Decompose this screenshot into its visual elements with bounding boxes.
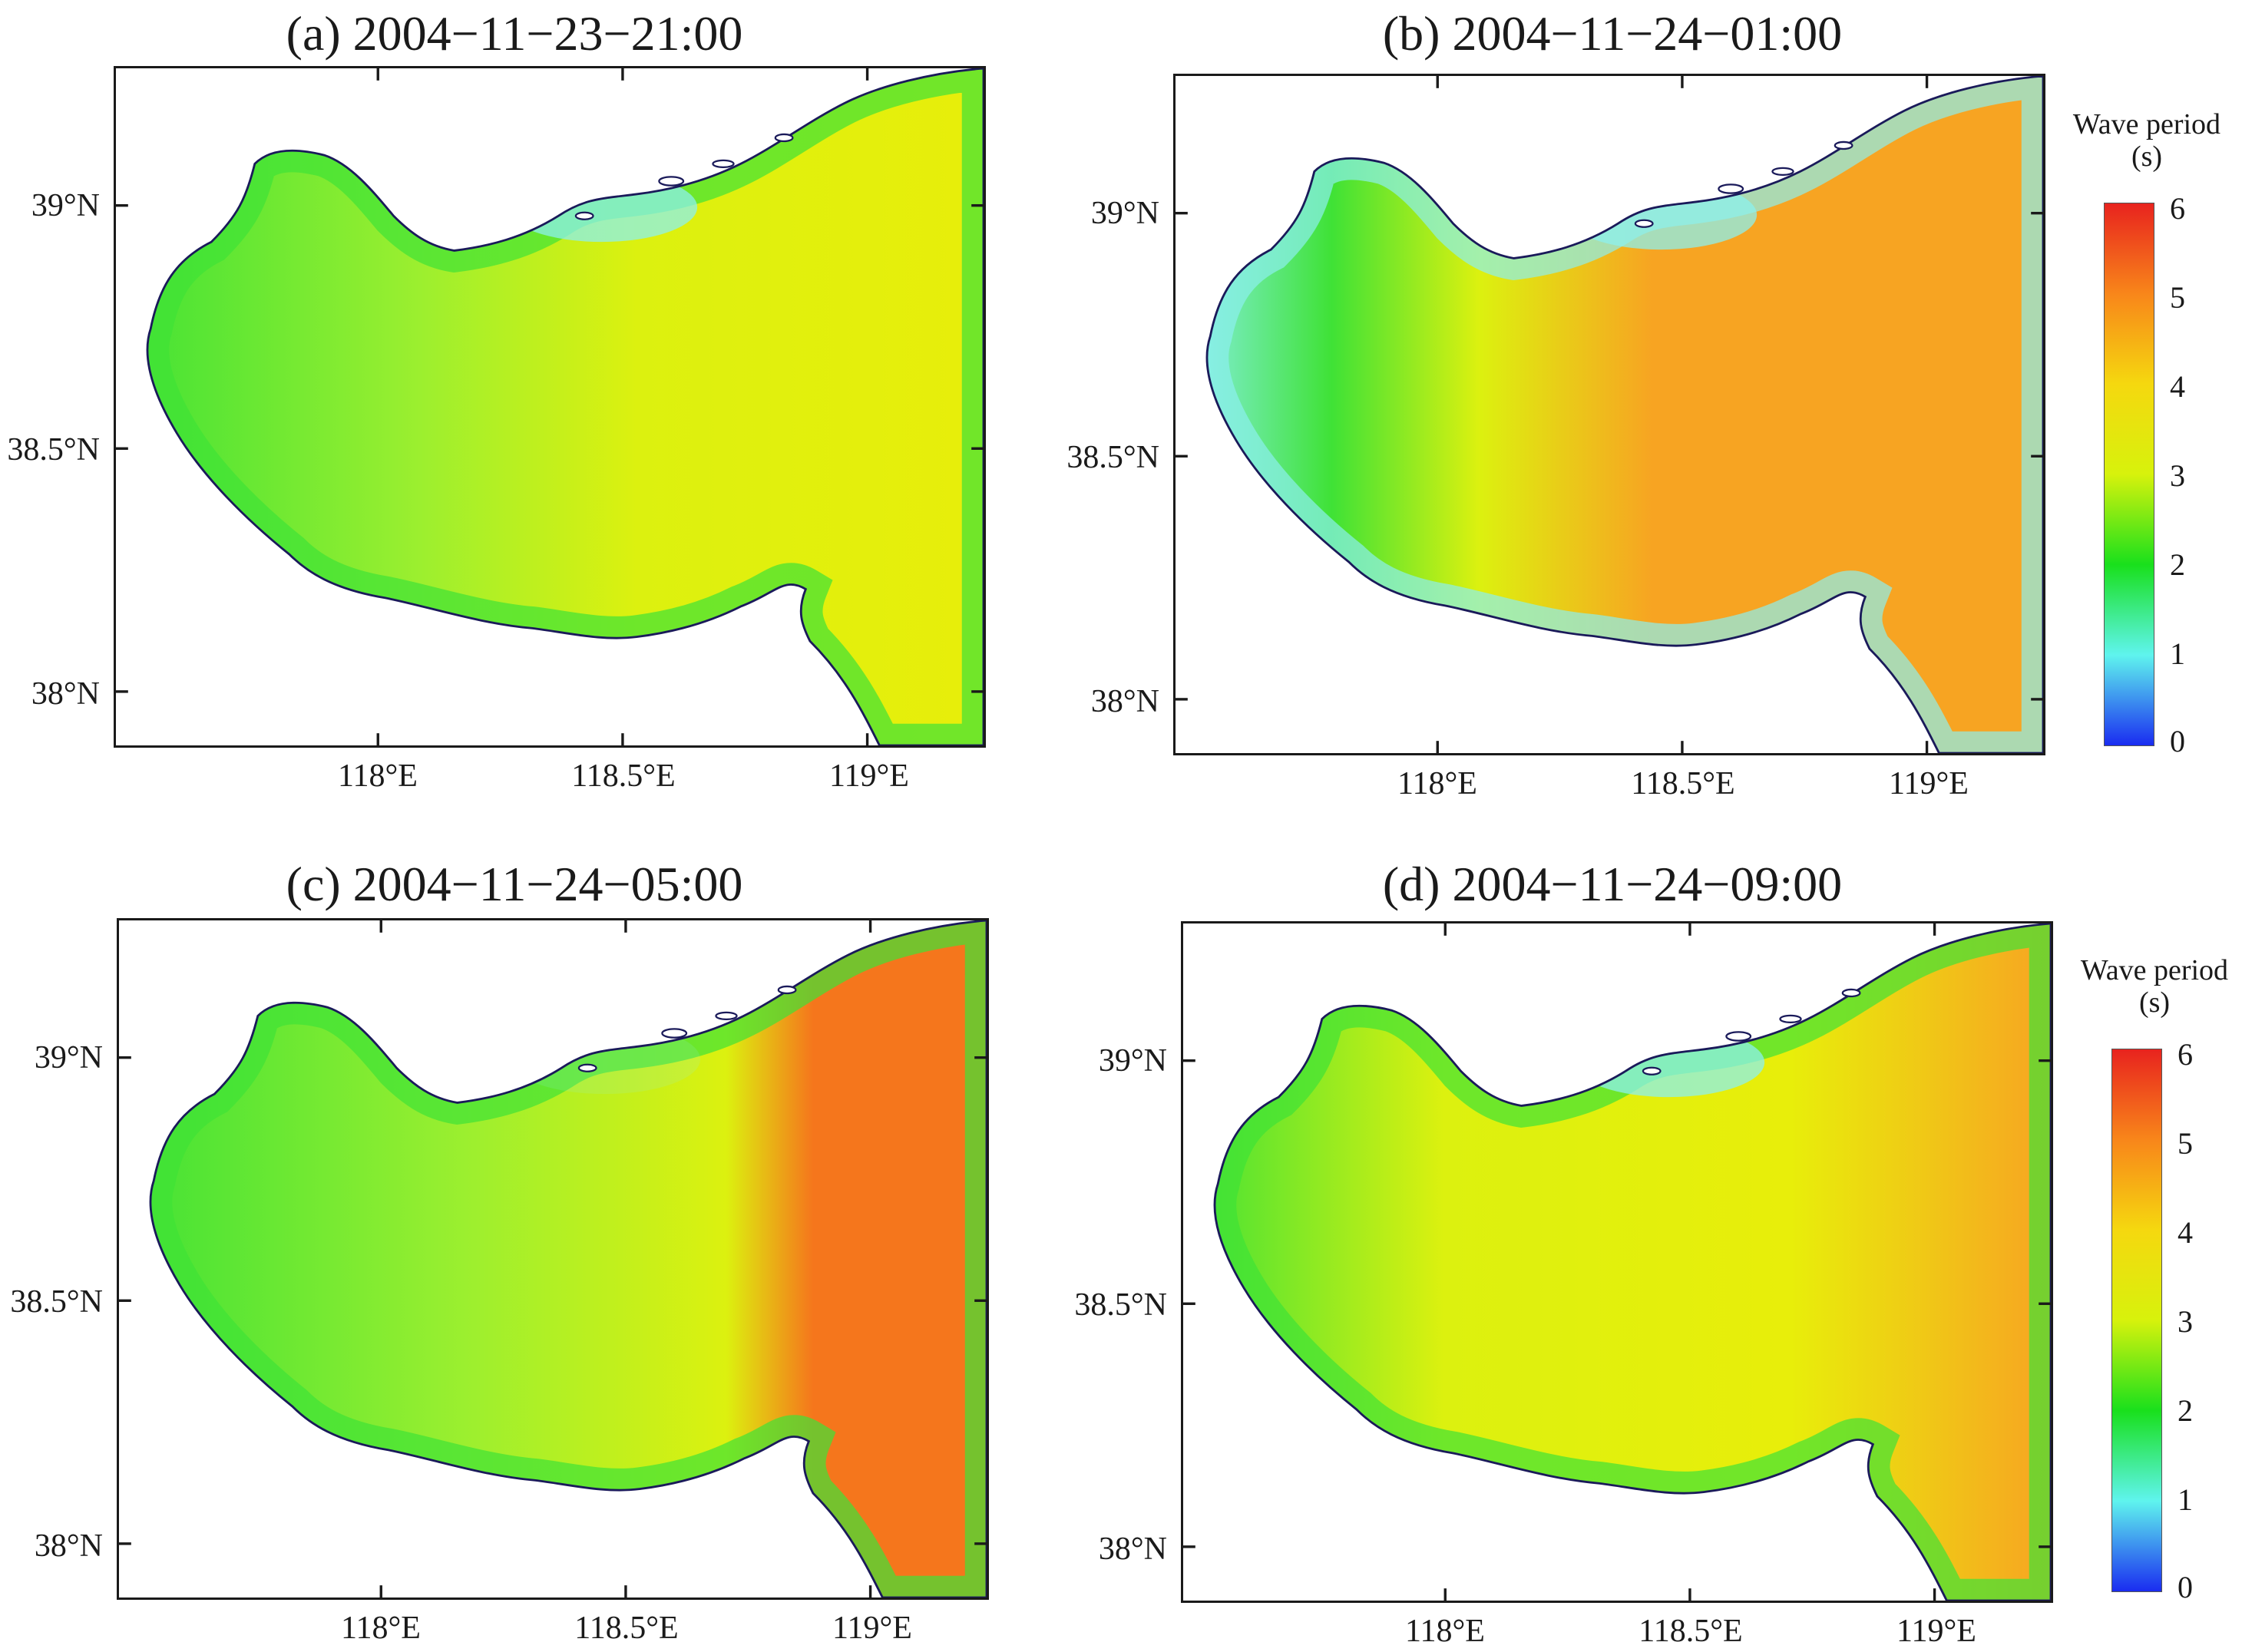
panel-d-lat-39: 39°N	[1098, 1043, 1167, 1079]
colorbar-d-tick-1: 1	[2178, 1482, 2193, 1517]
panel-b-lat-38: 38°N	[1090, 684, 1159, 719]
island	[1634, 219, 1654, 228]
colorbar-d-title-line2: (s)	[2138, 986, 2171, 1019]
colorbar-b-title-line1: Wave period	[2072, 108, 2221, 140]
colorbar-d-tick-5: 5	[2178, 1126, 2193, 1161]
island	[658, 176, 685, 187]
colorbar-d-tick-6: 6	[2178, 1037, 2193, 1072]
colorbar-d-tick-0: 0	[2178, 1570, 2193, 1604]
coastline	[1213, 923, 2051, 1601]
panel-d-lat-38-5: 38.5°N	[1074, 1287, 1167, 1323]
colorbar-d	[2111, 1049, 2162, 1592]
panel-d-map	[1181, 921, 2053, 1603]
colorbar-b-title: Wave period (s)	[2055, 108, 2239, 173]
island	[777, 985, 797, 995]
island	[1771, 167, 1794, 177]
panel-b-lon-118: 118°E	[1397, 766, 1477, 801]
colorbar-d-title: Wave period (s)	[2062, 954, 2242, 1019]
panel-d-lat-38: 38°N	[1098, 1531, 1167, 1567]
colorbar-d-title-line1: Wave period	[2080, 954, 2229, 986]
panel-a-map-svg	[116, 68, 984, 745]
panel-b-lon-119: 119°E	[1889, 766, 1969, 801]
panel-c-title: (c) 2004−11−24−05:00	[286, 857, 743, 911]
coastline	[149, 920, 987, 1597]
panel-a-lat-39: 39°N	[31, 188, 100, 223]
panel-b-lat-39: 39°N	[1090, 196, 1159, 231]
island	[661, 1028, 688, 1039]
panel-a-lat-38-5: 38.5°N	[7, 432, 100, 468]
panel-a-lon-119: 119°E	[829, 758, 909, 794]
panel-c-map	[117, 918, 989, 1600]
island	[1725, 1031, 1752, 1042]
panel-a-map	[114, 66, 986, 748]
colorbar-b-tick-3: 3	[2170, 458, 2185, 493]
island	[715, 1011, 738, 1021]
panel-c-lon-118: 118°E	[341, 1611, 421, 1646]
colorbar-b	[2104, 203, 2154, 746]
colorbar-b-tick-1: 1	[2170, 636, 2185, 671]
panel-c-lon-118-5: 118.5°E	[574, 1611, 679, 1646]
panel-c-lat-38-5: 38.5°N	[10, 1284, 103, 1320]
island	[577, 1063, 597, 1072]
panel-b-title: (b) 2004−11−24−01:00	[1382, 6, 1843, 61]
island	[1642, 1066, 1662, 1075]
colorbar-b-tick-5: 5	[2170, 280, 2185, 315]
panel-c-lat-38: 38°N	[34, 1528, 103, 1564]
island	[712, 159, 735, 169]
island	[1841, 988, 1861, 998]
island	[574, 211, 594, 220]
coastline	[146, 68, 984, 745]
island	[1779, 1014, 1802, 1024]
island	[1718, 183, 1744, 194]
colorbar-b-tick-0: 0	[2170, 724, 2185, 758]
panel-a-lon-118-5: 118.5°E	[571, 758, 676, 794]
colorbar-b-title-line2: (s)	[2131, 140, 2163, 173]
colorbar-b-tick-6: 6	[2170, 191, 2185, 226]
colorbar-d-tick-3: 3	[2178, 1304, 2193, 1339]
panel-d-lon-118-5: 118.5°E	[1639, 1614, 1743, 1649]
panel-a-lat-38: 38°N	[31, 676, 100, 712]
panel-c-map-svg	[119, 920, 987, 1597]
colorbar-b-tick-4: 4	[2170, 369, 2185, 404]
colorbar-d-tick-2: 2	[2178, 1393, 2193, 1428]
panel-b-lon-118-5: 118.5°E	[1631, 766, 1735, 801]
panel-c-lon-119: 119°E	[832, 1611, 912, 1646]
panel-a-lon-118: 118°E	[338, 758, 418, 794]
panel-d-lon-118: 118°E	[1405, 1614, 1485, 1649]
colorbar-b-tick-2: 2	[2170, 547, 2185, 582]
panel-b-lat-38-5: 38.5°N	[1066, 440, 1159, 475]
panel-c-lat-39: 39°N	[34, 1040, 103, 1075]
panel-a-title: (a) 2004−11−23−21:00	[286, 6, 743, 61]
island	[1834, 140, 1853, 150]
panel-b-map	[1173, 74, 2045, 755]
colorbar-d-tick-4: 4	[2178, 1215, 2193, 1250]
panel-d-title: (d) 2004−11−24−09:00	[1382, 857, 1843, 911]
panel-b-map-svg	[1176, 76, 2043, 753]
panel-d-map-svg	[1183, 923, 2051, 1601]
coastline	[1205, 76, 2043, 753]
panel-d-lon-119: 119°E	[1896, 1614, 1976, 1649]
island	[774, 133, 794, 143]
